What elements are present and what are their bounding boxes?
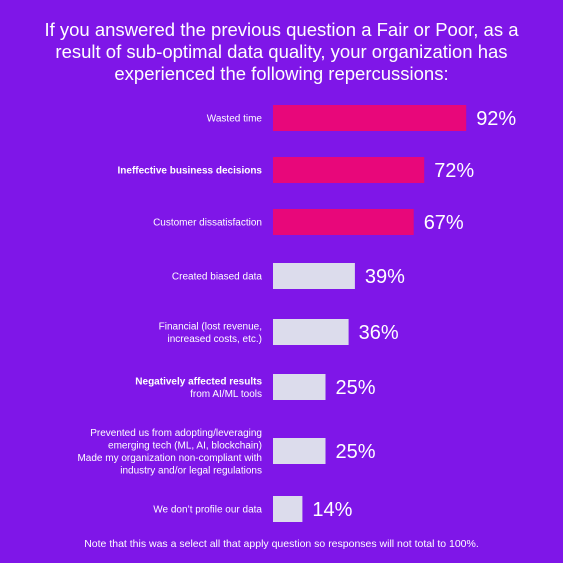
value-label-7: 14% [312,499,352,521]
category-label-3-0: Created biased data [172,272,263,283]
category-label-4-0: Financial (lost revenue, [159,321,262,332]
value-label-2: 67% [424,212,464,234]
footnote: Note that this was a select all that app… [84,538,479,550]
category-label-1-0: Ineffective business decisions [118,166,263,177]
value-label-3: 39% [365,266,405,288]
bar-6 [273,438,326,464]
category-label-2-0: Customer dissatisfaction [153,218,262,229]
value-label-4: 36% [359,322,399,344]
category-label-5-1: from AI/ML tools [190,389,262,400]
category-label-6-2: Made my organization non-compliant with [77,453,262,464]
bar-1 [273,157,425,183]
category-label-7-0: We don’t profile our data [153,505,262,516]
category-label-5-0: Negatively affected results [135,376,262,387]
value-label-5: 25% [336,377,376,399]
chart-title: If you answered the previous question a … [10,19,553,85]
category-label-6-1: emerging tech (ML, AI, blockchain) [108,440,262,451]
chart-title-line-3: experienced the following repercussions: [114,63,449,84]
category-label-0-0: Wasted time [207,114,263,125]
category-label-4-1: increased costs, etc.) [168,334,262,345]
bar-5 [273,374,326,400]
bar-0 [273,105,467,131]
category-label-6-0: Prevented us from adopting/leveraging [90,428,262,439]
chart-title-line-2: result of sub-optimal data quality, your… [55,41,508,62]
value-label-0: 92% [476,108,516,130]
bar-4 [273,319,349,345]
value-label-1: 72% [434,160,474,182]
chart-title-line-1: If you answered the previous question a … [44,19,519,40]
value-label-6: 25% [336,441,376,463]
category-label-6-3: industry and/or legal regulations [120,465,262,476]
bar-7 [273,496,303,522]
bar-2 [273,209,414,235]
bar-3 [273,263,355,289]
